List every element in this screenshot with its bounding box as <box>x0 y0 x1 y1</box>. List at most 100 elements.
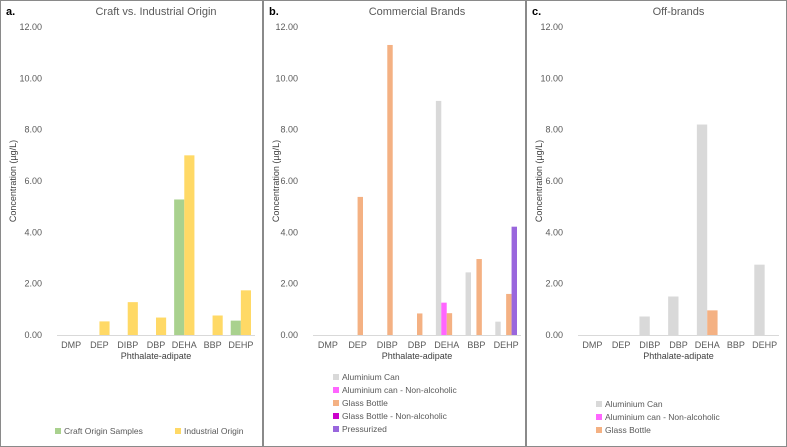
x-tick-label: DBP <box>408 340 427 350</box>
bar <box>184 155 195 335</box>
x-tick-label: DEP <box>348 340 367 350</box>
x-tick-label: DIBP <box>639 340 660 350</box>
x-tick-label: BBP <box>727 340 745 350</box>
x-tick-label: DEHA <box>695 340 720 350</box>
bar <box>435 100 442 335</box>
bar <box>441 302 447 335</box>
bar <box>476 259 482 335</box>
x-tick-label: DEHA <box>434 340 459 350</box>
panel-letter: b. <box>269 6 279 18</box>
legend-swatch <box>596 414 602 420</box>
bar <box>174 199 185 335</box>
legend-swatch <box>333 413 339 419</box>
bar <box>387 44 393 335</box>
legend-swatch <box>333 374 339 380</box>
panel-letter: c. <box>532 6 541 18</box>
chart-title: Off-brands <box>653 6 705 18</box>
y-tick-label: 2.00 <box>24 279 42 289</box>
x-axis-label: Phthalate-adipate <box>382 351 453 361</box>
y-tick-label: 6.00 <box>280 176 298 186</box>
x-tick-label: BBP <box>467 340 485 350</box>
legend-label: Aluminium Can <box>342 372 400 382</box>
y-tick-label: 8.00 <box>280 125 298 135</box>
y-tick-label: 10.00 <box>275 73 298 83</box>
bar <box>495 321 501 335</box>
bar <box>156 317 167 335</box>
x-tick-label: DBP <box>147 340 166 350</box>
panel-1: a. Craft vs. Industrial Origin 0.00 2.00 4.0… <box>0 0 263 447</box>
bar <box>639 316 650 335</box>
legend-swatch <box>55 428 61 434</box>
y-tick-label: 0.00 <box>545 330 563 340</box>
legend-label: Aluminium Can <box>605 399 663 409</box>
legend-swatch <box>333 426 339 432</box>
chart-title: Commercial Brands <box>369 6 466 18</box>
x-tick-label: DEHP <box>752 340 777 350</box>
x-tick-label: DIBP <box>117 340 138 350</box>
bar <box>696 124 708 336</box>
y-tick-label: 2.00 <box>280 279 298 289</box>
y-tick-label: 10.00 <box>19 73 42 83</box>
legend-label: Aluminium can - Non-alcoholic <box>342 385 458 395</box>
chart-title: Craft vs. Industrial Origin <box>95 6 216 18</box>
y-axis-label: Concentration (µg/L) <box>534 140 544 222</box>
y-tick-label: 4.00 <box>545 227 563 237</box>
bar <box>357 196 363 335</box>
bar <box>212 315 223 335</box>
panel-frame <box>0 0 263 447</box>
x-tick-label: DEHP <box>494 340 519 350</box>
legend-label: Industrial Origin <box>184 426 244 436</box>
legend-label: Glass Bottle <box>342 398 388 408</box>
legend-label: Aluminium can - Non-alcoholic <box>605 412 721 422</box>
panel-frame <box>526 0 787 447</box>
bar <box>754 264 765 335</box>
x-tick-label: DEHA <box>172 340 197 350</box>
y-axis-label: Concentration (µg/L) <box>271 140 281 222</box>
legend-swatch <box>596 401 602 407</box>
y-axis-label: Concentration (µg/L) <box>8 140 18 222</box>
bar <box>240 290 251 335</box>
panel-3: c. Off-brands 0.00 2.00 4.00 6.00 8.00 10.00 12.… <box>526 0 787 447</box>
y-tick-label: 8.00 <box>545 125 563 135</box>
x-tick-label: DMP <box>582 340 602 350</box>
legend-label: Glass Bottle <box>605 425 651 435</box>
bar <box>417 313 423 335</box>
panel-2: b. Commercial Brands 0.00 2.00 4.00 6.00 8.00 1… <box>263 0 526 447</box>
bar <box>465 272 471 335</box>
bar <box>506 293 512 335</box>
x-axis-label: Phthalate-adipate <box>121 351 192 361</box>
bar <box>668 296 679 335</box>
y-tick-label: 2.00 <box>545 279 563 289</box>
legend-label: Glass Bottle - Non-alcoholic <box>342 411 448 421</box>
bar <box>99 321 110 335</box>
x-tick-label: DIBP <box>377 340 398 350</box>
legend-label: Pressurized <box>342 424 387 434</box>
bar <box>127 302 138 335</box>
x-axis-label: Phthalate-adipate <box>643 351 714 361</box>
bar <box>446 313 453 335</box>
y-tick-label: 10.00 <box>540 73 563 83</box>
y-tick-label: 4.00 <box>280 227 298 237</box>
legend-swatch <box>175 428 181 434</box>
bar <box>511 226 517 335</box>
bar <box>707 310 718 335</box>
legend-swatch <box>596 427 602 433</box>
x-tick-label: DEHP <box>228 340 253 350</box>
x-tick-label: DEP <box>90 340 109 350</box>
x-tick-label: BBP <box>204 340 222 350</box>
y-tick-label: 12.00 <box>275 22 298 32</box>
y-tick-label: 4.00 <box>24 227 42 237</box>
y-tick-label: 12.00 <box>540 22 563 32</box>
y-tick-label: 6.00 <box>545 176 563 186</box>
y-tick-label: 6.00 <box>24 176 42 186</box>
y-tick-label: 0.00 <box>24 330 42 340</box>
y-tick-label: 8.00 <box>24 125 42 135</box>
legend-swatch <box>333 387 339 393</box>
legend-label: Craft Origin Samples <box>64 426 143 436</box>
bar <box>230 320 241 335</box>
y-tick-label: 12.00 <box>19 22 42 32</box>
x-tick-label: DEP <box>612 340 631 350</box>
x-tick-label: DMP <box>318 340 338 350</box>
